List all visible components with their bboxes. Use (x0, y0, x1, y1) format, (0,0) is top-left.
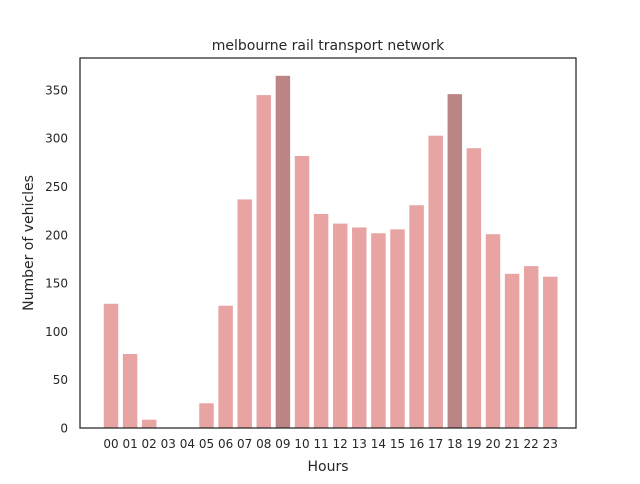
x-tick-label-13: 13 (352, 437, 367, 451)
y-tick-label-50: 50 (53, 373, 68, 387)
bar-02 (141, 418, 158, 429)
x-tick-label-02: 02 (142, 437, 157, 451)
bars-group (102, 74, 559, 429)
bar-00 (102, 302, 120, 429)
bar-21 (504, 273, 521, 429)
bar-20 (484, 233, 502, 429)
x-tick-label-19: 19 (466, 437, 481, 451)
x-tick-label-14: 14 (371, 437, 386, 451)
plot-frame (79, 57, 577, 429)
x-tick-label-00: 00 (103, 437, 118, 451)
y-tick-label-150: 150 (45, 277, 68, 291)
bar-08 (255, 94, 272, 429)
x-tick-label-08: 08 (256, 437, 271, 451)
bar-15 (389, 228, 406, 429)
x-tick-label-20: 20 (485, 437, 500, 451)
bar-05 (198, 402, 215, 429)
bar-17 (427, 134, 444, 429)
bar-22 (523, 265, 540, 429)
bar-06 (217, 304, 234, 429)
bar-18 (446, 93, 463, 429)
x-tick-label-22: 22 (524, 437, 539, 451)
bar-19 (465, 147, 482, 429)
x-tick-label-06: 06 (218, 437, 233, 451)
x-tick-label-04: 04 (180, 437, 195, 451)
y-tick-label-300: 300 (45, 132, 68, 146)
bar-01 (122, 353, 139, 429)
y-tick-labels: 0 50 100 150 200 250 300 350 (45, 83, 68, 435)
x-tick-label-11: 11 (313, 437, 328, 451)
x-tick-label-09: 09 (275, 437, 290, 451)
y-tick-label-200: 200 (45, 228, 68, 242)
y-tick-label-350: 350 (45, 83, 68, 97)
bar-07 (236, 198, 253, 429)
x-tick-label-12: 12 (333, 437, 348, 451)
x-tick-label-21: 21 (504, 437, 519, 451)
y-tick-label-100: 100 (45, 325, 68, 339)
y-axis-title: Number of vehicles (21, 175, 37, 311)
chart-title: melbourne rail transport network (212, 38, 445, 54)
bar-12 (332, 222, 349, 429)
bar-09 (274, 74, 291, 429)
x-tick-label-03: 03 (161, 437, 176, 451)
bar-13 (351, 226, 368, 429)
x-tick-label-15: 15 (390, 437, 405, 451)
x-tick-label-18: 18 (447, 437, 462, 451)
x-tick-label-05: 05 (199, 437, 214, 451)
bar-11 (313, 213, 330, 429)
bar-23 (542, 275, 559, 429)
x-axis-title: Hours (307, 459, 348, 475)
x-tick-label-16: 16 (409, 437, 424, 451)
y-tick-label-250: 250 (45, 180, 68, 194)
x-tick-label-17: 17 (428, 437, 443, 451)
bar-16 (408, 204, 425, 429)
bar-10 (293, 155, 311, 429)
x-tick-label-10: 10 (294, 437, 309, 451)
x-tick-labels: 00 01 02 03 04 05 06 07 08 09 10 11 12 13 14 15 16 17 18 19… (103, 437, 558, 451)
x-tick-label-23: 23 (543, 437, 558, 451)
x-tick-label-07: 07 (237, 437, 252, 451)
x-tick-label-01: 01 (122, 437, 137, 451)
bar-14 (370, 232, 387, 429)
y-tick-label-0: 0 (60, 422, 68, 436)
